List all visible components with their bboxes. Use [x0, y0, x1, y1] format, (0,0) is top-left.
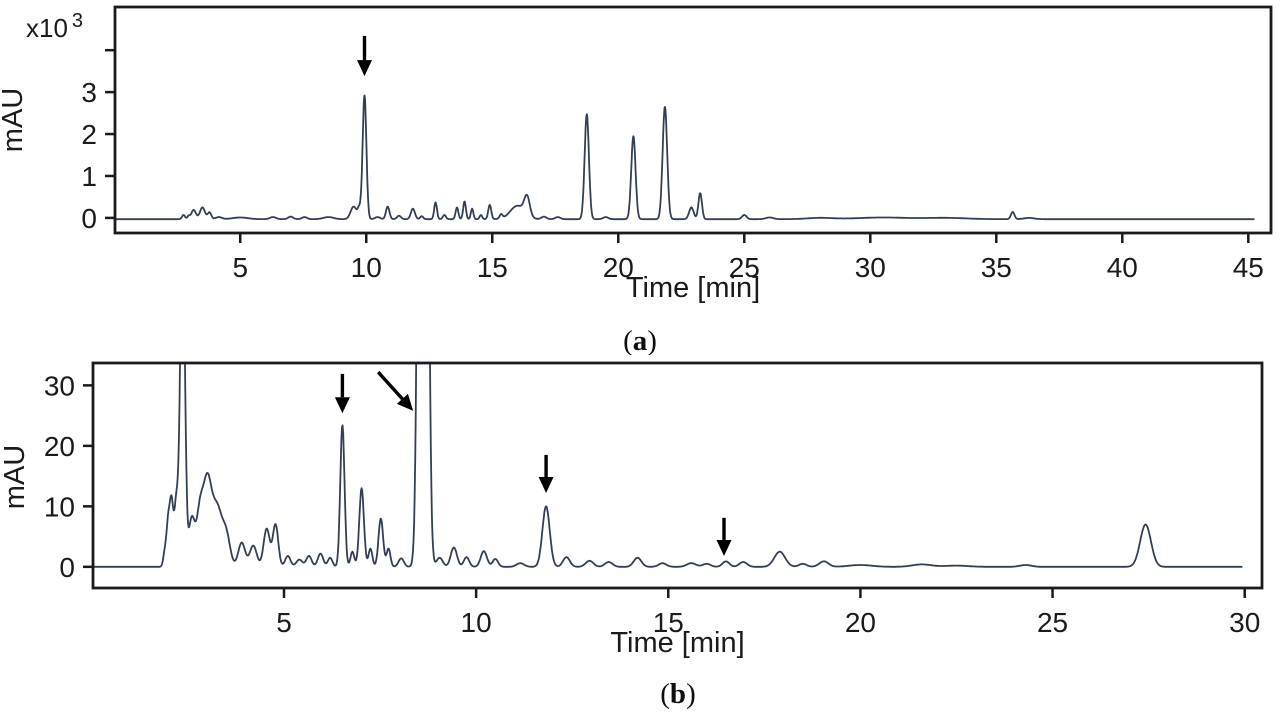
chromatogram-panel-a: 5 10 15 20 25 30 35 40 45 0 1 2 3 Time [min] mAU x10 3 (a…	[0, 5, 1273, 355]
x-tick-label: 25	[729, 252, 760, 283]
peak-arrow-head	[538, 477, 554, 494]
x-tick-label: 15	[653, 607, 684, 638]
x-tick-label: 20	[603, 252, 634, 283]
x-tick-label: 5	[232, 252, 248, 283]
x-tick-label: 10	[461, 607, 492, 638]
plot-frame	[91, 361, 1264, 590]
y-tick-label: 0	[59, 552, 75, 583]
y-scale-exponent: 3	[72, 10, 83, 32]
x-tick-label: 25	[1037, 607, 1068, 638]
peak-arrow	[716, 517, 732, 556]
peak-arrow-shaft	[376, 370, 404, 401]
chromatogram-panel-b: 5 10 15 20 25 30 0 10 20 30 Time [min] mAU (b)	[0, 361, 1264, 710]
y-tick-label: 1	[81, 161, 97, 192]
y-tick-label: 20	[44, 431, 75, 462]
x-tick-label: 30	[1229, 607, 1260, 638]
x-axis-title: Time [min]	[610, 627, 744, 659]
y-tick-label: 3	[81, 77, 97, 108]
chromatogram-trace	[115, 94, 1255, 221]
y-axis-title: mAU	[0, 88, 29, 152]
x-tick-label: 20	[845, 607, 876, 638]
y-axis-title: mAU	[0, 445, 31, 509]
chromatogram-trace	[93, 363, 1243, 568]
x-tick-label: 10	[351, 252, 382, 283]
peak-arrow-head	[356, 60, 372, 77]
x-tick-label: 5	[276, 607, 292, 638]
y-tick-label: 2	[81, 119, 97, 150]
x-tick-label: 15	[477, 252, 508, 283]
y-scale-multiplier: x10 3	[26, 10, 83, 43]
x-tick-label: 45	[1233, 252, 1264, 283]
y-tick-label: 10	[44, 491, 75, 522]
x-tick-label: 40	[1107, 252, 1138, 283]
panel-label: (a)	[623, 325, 657, 355]
x-tick-label: 35	[981, 252, 1012, 283]
peak-arrow	[538, 454, 554, 494]
y-tick-label: 30	[44, 370, 75, 401]
peak-arrow-head	[716, 539, 732, 556]
peak-arrow	[334, 373, 350, 414]
x-axis-title: Time [min]	[626, 272, 760, 304]
peak-arrow	[376, 370, 414, 411]
panel-label: (b)	[660, 678, 695, 710]
plot-frame	[113, 5, 1273, 235]
y-tick-label: 0	[81, 203, 97, 234]
x-tick-label: 30	[855, 252, 886, 283]
peak-arrow	[356, 35, 372, 77]
peak-arrow-head	[396, 393, 414, 411]
peak-arrow-head	[334, 397, 350, 414]
